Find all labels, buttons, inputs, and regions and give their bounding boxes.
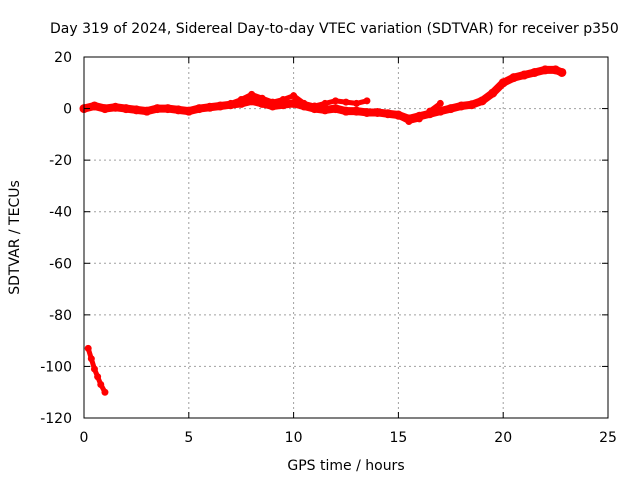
plot-frame [83, 56, 609, 419]
x-tick-label: 0 [80, 430, 89, 446]
data-point [194, 104, 204, 114]
x-tick-label: 10 [285, 430, 303, 446]
data-point [488, 88, 498, 98]
data-point [557, 67, 567, 77]
data-point [184, 106, 194, 116]
data-point [100, 104, 110, 114]
data-point [415, 115, 423, 123]
data-point [320, 105, 330, 115]
data-point [258, 94, 266, 102]
data-point [90, 365, 98, 373]
data-point [341, 106, 351, 116]
data-point [300, 99, 308, 107]
data-point [405, 117, 413, 125]
data-point [121, 104, 131, 114]
data-point [248, 90, 256, 98]
data-point [331, 104, 341, 114]
x-tick-label: 15 [389, 430, 407, 446]
y-tick-label: -60 [49, 256, 72, 272]
data-point [290, 92, 298, 100]
data-point [269, 98, 277, 106]
data-point [173, 105, 183, 115]
data-point [509, 73, 519, 83]
data-point [215, 101, 225, 111]
data-point [342, 98, 350, 106]
y-tick-label: 0 [63, 102, 72, 118]
x-tick-label: 5 [184, 430, 193, 446]
data-point [394, 112, 402, 120]
y-tick-label: 20 [54, 50, 72, 66]
data-point [142, 106, 152, 116]
data-point [436, 99, 444, 107]
data-point [383, 109, 393, 119]
data-point [205, 102, 215, 112]
data-point [289, 98, 299, 108]
data-point [477, 96, 487, 106]
data-point [131, 105, 141, 115]
y-tick-label: -40 [49, 205, 72, 221]
data-point [363, 97, 371, 105]
series-layer [79, 65, 567, 396]
y-tick-label: -100 [40, 359, 72, 375]
data-point [321, 99, 329, 107]
data-point [311, 102, 319, 110]
ticks: 0 5 10 15 20 25 -120 -100 -80 -60 -40 -20 0 20 [40, 50, 617, 446]
data-point [352, 99, 360, 107]
data-point [446, 104, 456, 114]
x-tick-label: 20 [494, 430, 512, 446]
data-point [351, 106, 361, 116]
data-point [101, 388, 109, 396]
data-point [163, 104, 173, 114]
data-point [237, 96, 245, 104]
data-point [519, 70, 529, 80]
data-point [87, 355, 95, 363]
data-point [152, 104, 162, 114]
data-point [426, 107, 434, 115]
y-tick-label: -120 [40, 411, 72, 427]
data-point [279, 96, 287, 104]
data-point [467, 100, 477, 110]
x-axis-label: GPS time / hours [287, 458, 404, 474]
data-point [94, 373, 102, 381]
chart-title: Day 319 of 2024, Sidereal Day-to-day VTE… [50, 21, 619, 37]
data-point [332, 97, 340, 105]
data-point [110, 102, 120, 112]
y-tick-label: -20 [49, 153, 72, 169]
y-tick-label: -80 [49, 308, 72, 324]
data-point [456, 101, 466, 111]
data-point [530, 67, 540, 77]
data-point [97, 380, 105, 388]
data-point [247, 96, 257, 106]
data-point [84, 344, 92, 352]
data-point [540, 65, 550, 75]
data-point [362, 107, 372, 117]
data-point [435, 106, 445, 116]
data-point [498, 78, 508, 88]
x-tick-label: 25 [599, 430, 617, 446]
y-axis-label: SDTVAR / TECUs [7, 180, 23, 295]
data-point [89, 101, 99, 111]
data-point [227, 99, 235, 107]
data-point [372, 107, 382, 117]
